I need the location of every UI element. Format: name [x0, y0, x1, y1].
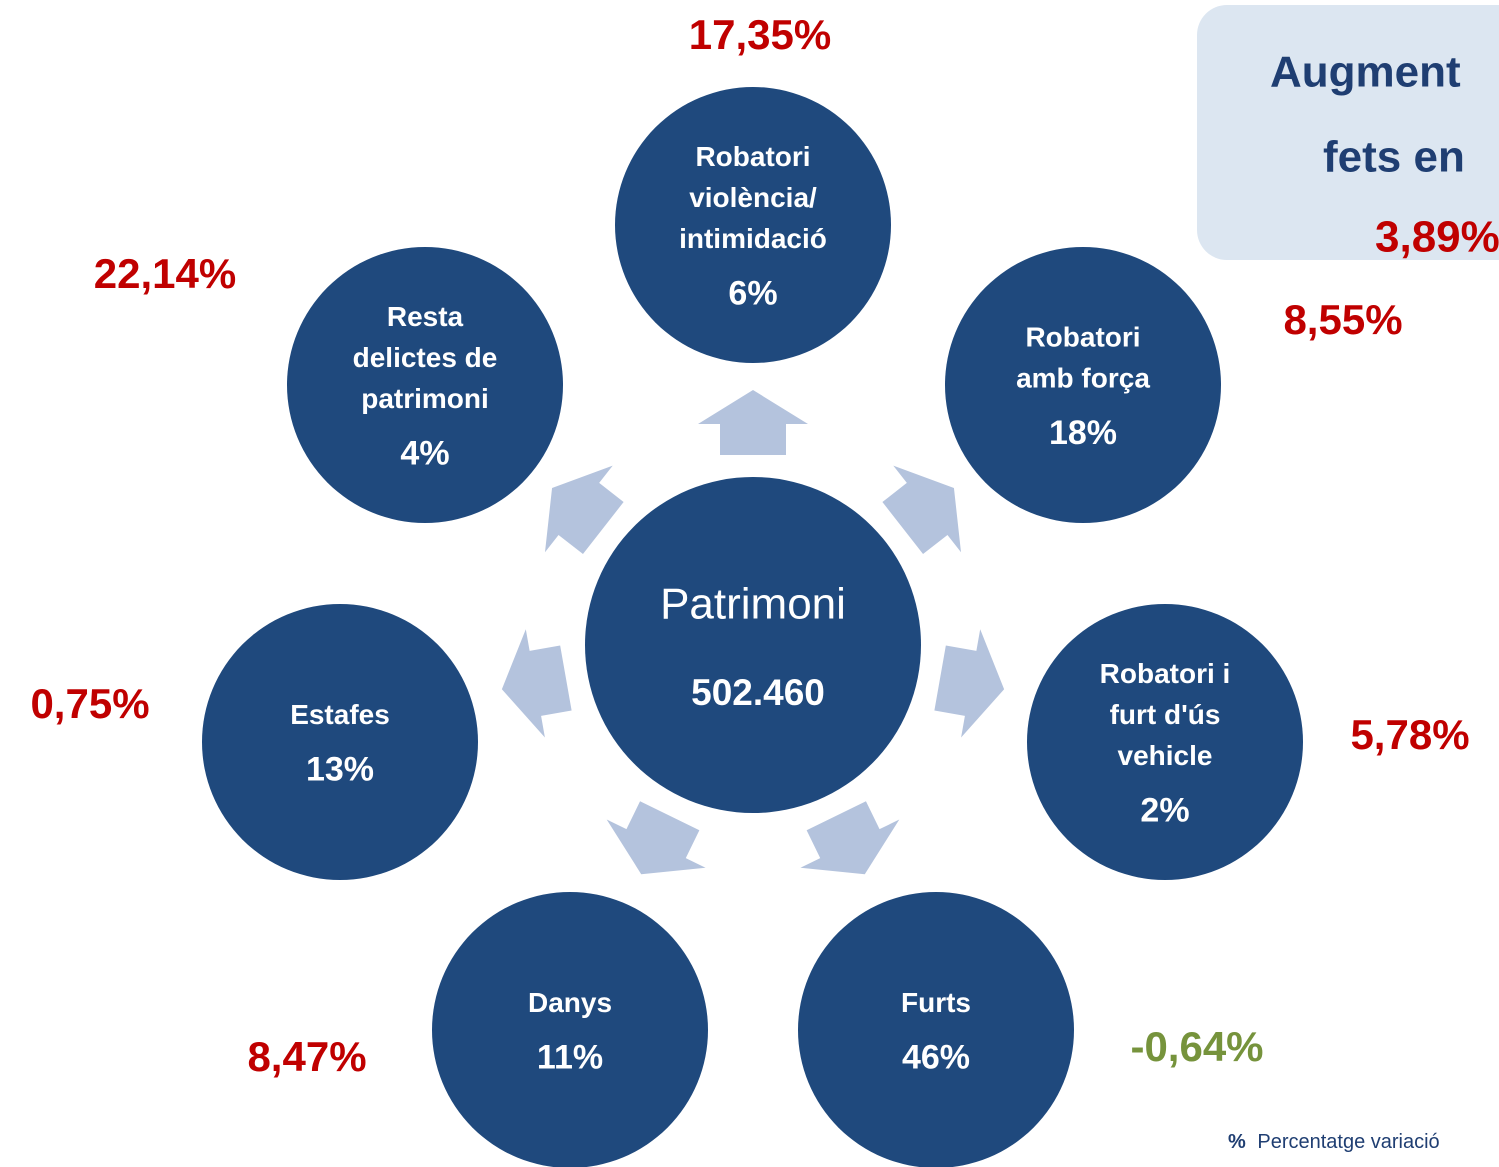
- node-label: patrimoni: [361, 383, 489, 414]
- node-label: Estafes: [290, 699, 390, 730]
- node-change: 8,55%: [1283, 296, 1402, 343]
- center-title: Patrimoni: [660, 580, 846, 629]
- node-circle: [1027, 604, 1303, 880]
- arrow: [698, 390, 808, 455]
- summary-line: Augment: [1270, 48, 1461, 97]
- node-change: 8,47%: [247, 1033, 366, 1080]
- node-label: Robatori: [695, 141, 810, 172]
- arrow: [501, 629, 572, 738]
- node-share: 6%: [728, 274, 777, 312]
- footnote: % Percentatge variació: [1228, 1131, 1440, 1153]
- node-label: Robatori: [1025, 321, 1140, 352]
- node-share: 18%: [1049, 414, 1117, 452]
- node-circle: [287, 247, 563, 523]
- node-label: Resta: [387, 301, 464, 332]
- node-label: delictes de: [353, 342, 498, 373]
- node-circle: [945, 247, 1221, 523]
- node-change: 5,78%: [1350, 711, 1469, 758]
- node-change: 17,35%: [689, 11, 831, 58]
- node-share: 46%: [902, 1038, 970, 1076]
- center-circle: [585, 477, 921, 813]
- center-value: 502.460: [691, 672, 825, 713]
- node-label: intimidació: [679, 223, 827, 254]
- node-share: 11%: [537, 1038, 603, 1076]
- node-circle: [798, 892, 1074, 1167]
- node-share: 4%: [400, 434, 449, 472]
- node-share: 13%: [306, 750, 374, 788]
- arrows: [501, 390, 1005, 875]
- arrow: [882, 465, 962, 555]
- node-circle: [202, 604, 478, 880]
- node-circle: [432, 892, 708, 1167]
- summary-box: [1197, 5, 1499, 260]
- node-label: Danys: [528, 987, 612, 1018]
- node-change: 22,14%: [94, 250, 236, 297]
- summary-line: fets en: [1323, 133, 1465, 182]
- node-share: 2%: [1140, 791, 1189, 829]
- footnote-text: Percentatge variació: [1257, 1131, 1439, 1153]
- summary-value: 3,89%: [1375, 213, 1499, 262]
- arrow: [544, 465, 624, 555]
- node-label: violència/: [689, 182, 817, 213]
- node-label: furt d'ús: [1110, 699, 1221, 730]
- node-change: -0,64%: [1130, 1023, 1263, 1070]
- arrow: [606, 801, 706, 875]
- node-label: Robatori i: [1100, 658, 1231, 689]
- arrow: [934, 629, 1005, 738]
- arrow: [800, 801, 900, 875]
- footnote-symbol: %: [1228, 1131, 1246, 1153]
- node-label: amb força: [1016, 362, 1150, 393]
- node-circle: [615, 87, 891, 363]
- node-change: 0,75%: [30, 680, 149, 727]
- node-label: vehicle: [1118, 740, 1213, 771]
- node-label: Furts: [901, 987, 971, 1018]
